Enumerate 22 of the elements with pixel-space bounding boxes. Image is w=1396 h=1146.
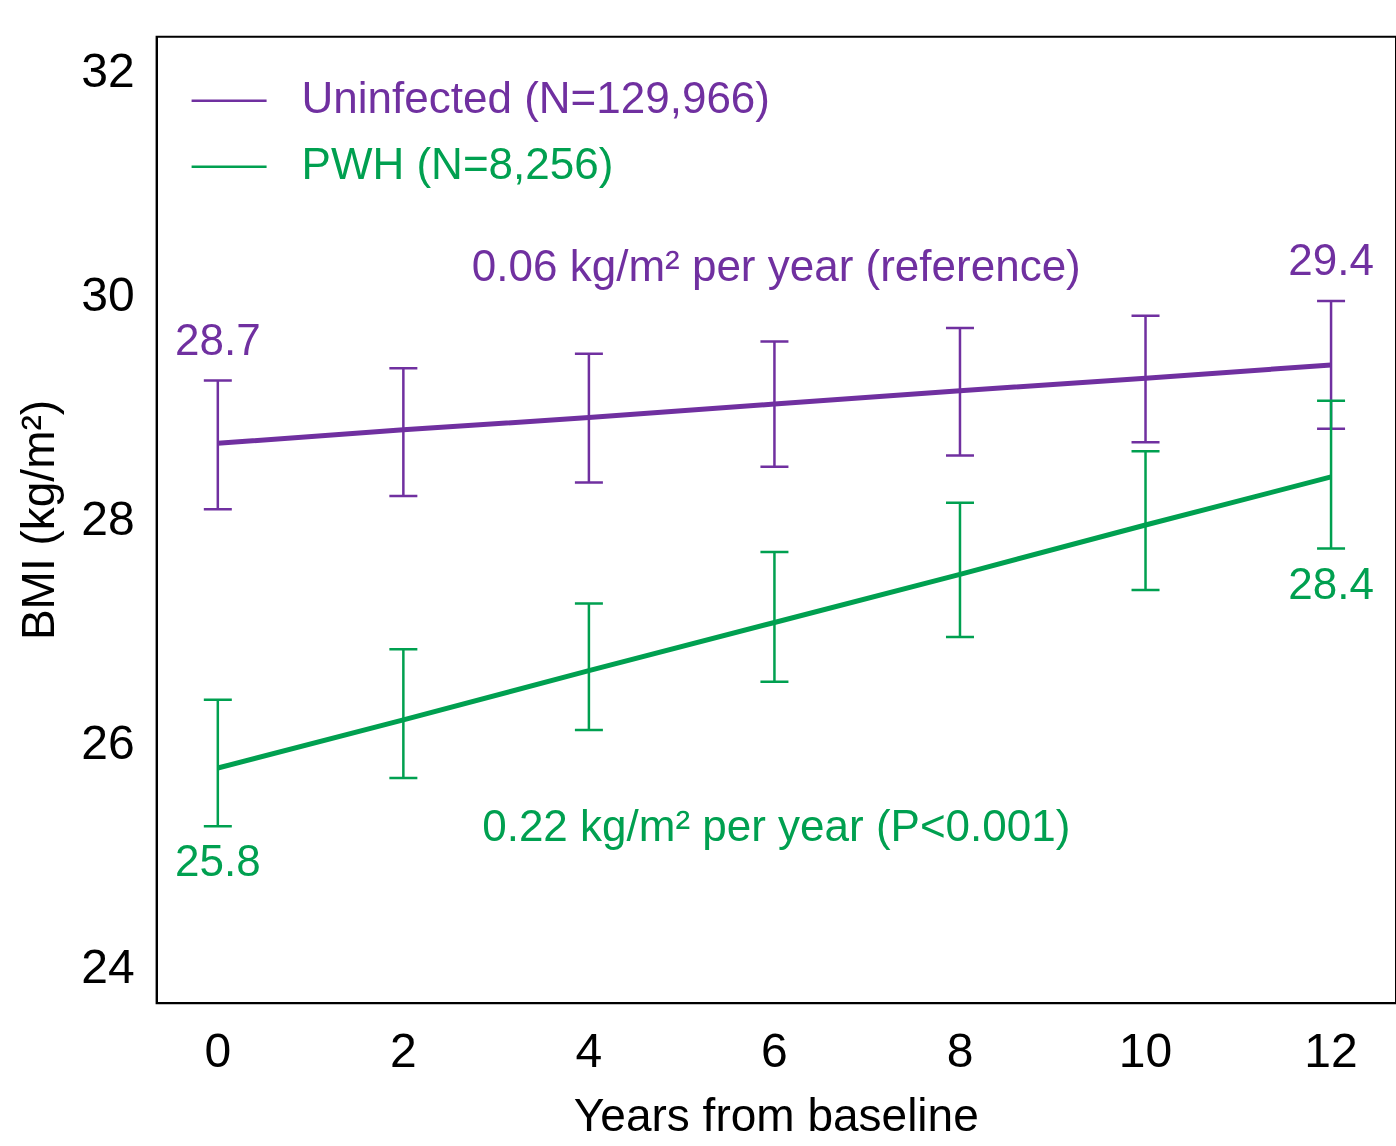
x-tick-label: 2 (390, 1024, 417, 1078)
data-label: 28.4 (1288, 558, 1374, 608)
legend-label: Uninfected (N=129,966) (301, 72, 770, 122)
y-tick-label: 26 (81, 715, 135, 769)
x-tick-label: 4 (575, 1024, 603, 1078)
x-tick-label: 12 (1304, 1024, 1358, 1078)
data-label: 29.4 (1288, 235, 1374, 285)
y-tick-label: 24 (81, 939, 135, 993)
y-tick-label: 28 (81, 491, 135, 545)
x-tick-label: 10 (1118, 1024, 1173, 1078)
annotation: 0.06 kg/m² per year (reference) (471, 240, 1081, 290)
y-tick-label: 30 (81, 267, 135, 321)
x-tick-label: 0 (204, 1024, 232, 1078)
y-tick-label: 32 (81, 43, 135, 97)
x-axis-title: Years from baseline (573, 1089, 979, 1142)
data-label: 25.8 (175, 836, 261, 886)
y-axis-title: BMI (kg/m²) (12, 399, 65, 641)
data-label: 28.7 (175, 314, 261, 364)
legend-label: PWH (N=8,256) (301, 138, 614, 188)
annotation: 0.22 kg/m² per year (P<0.001) (482, 801, 1071, 851)
x-tick-label: 6 (761, 1024, 788, 1078)
x-tick-label: 8 (946, 1024, 974, 1078)
